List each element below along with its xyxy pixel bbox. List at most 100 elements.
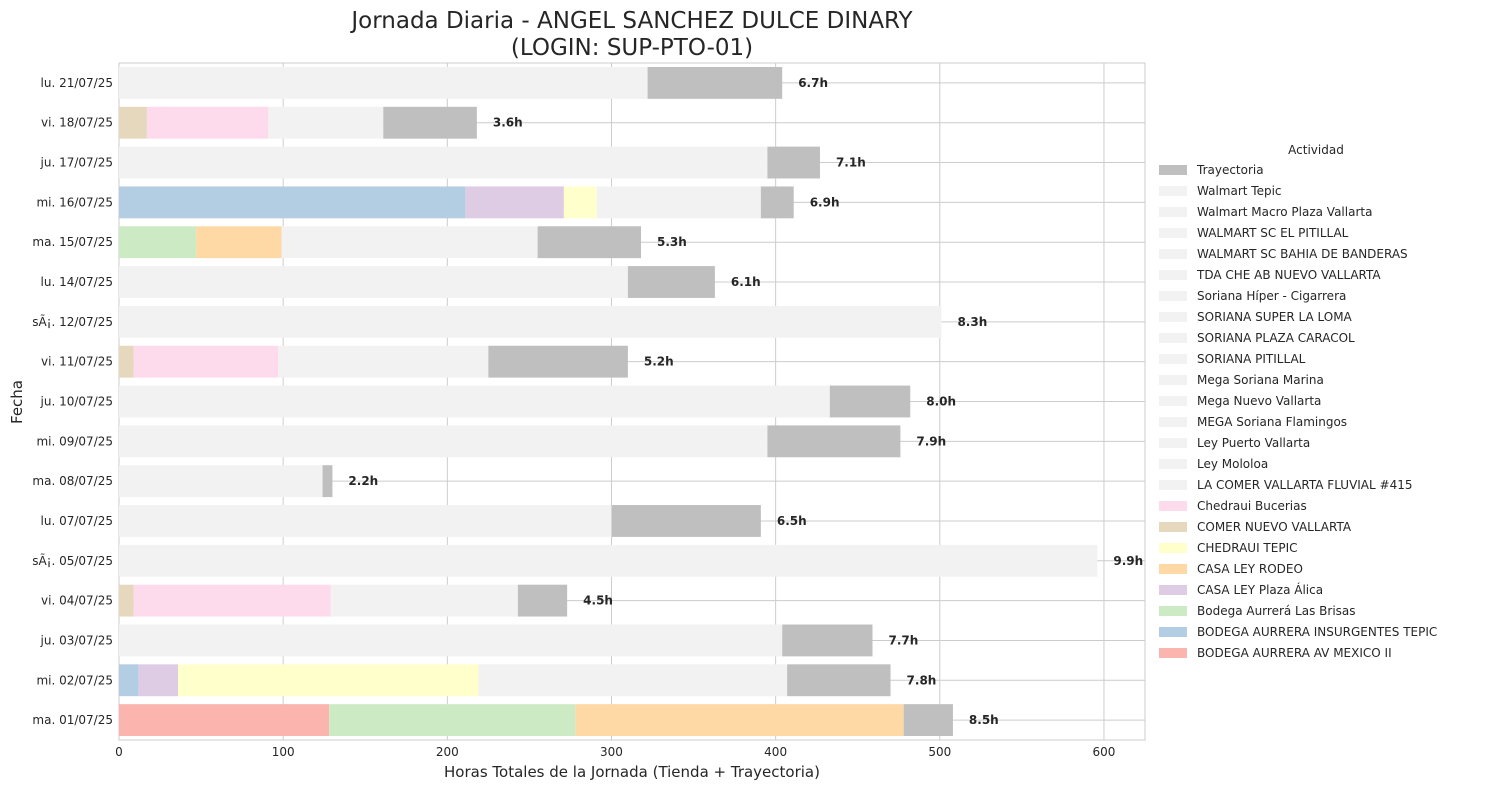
bar-segment xyxy=(903,704,953,737)
legend-label: SORIANA PITILLAL xyxy=(1197,352,1306,366)
x-tick-label: 500 xyxy=(928,745,951,759)
bar-total-label: 3.6h xyxy=(493,116,523,130)
bar-segment xyxy=(278,345,489,378)
bar-segment xyxy=(119,226,197,259)
bar-segment xyxy=(611,505,761,537)
legend-label: LA COMER VALLARTA FLUVIAL #415 xyxy=(1197,478,1412,492)
y-tick-label: ju. 03/07/25 xyxy=(40,633,113,647)
bar-segment xyxy=(119,465,323,498)
bar-total-label: 9.9h xyxy=(1113,554,1143,568)
bar-segment xyxy=(322,465,333,498)
bar-segment xyxy=(119,425,768,458)
legend-label: COMER NUEVO VALLARTA xyxy=(1197,520,1352,534)
bar-segment xyxy=(563,186,597,219)
bar-segment xyxy=(829,385,911,418)
legend-label: Mega Soriana Marina xyxy=(1197,373,1324,387)
legend-label: CASA LEY RODEO xyxy=(1197,562,1303,576)
legend-swatch xyxy=(1159,543,1187,553)
bars-layer xyxy=(119,66,1098,737)
bar-segment xyxy=(133,345,279,378)
legend-swatch xyxy=(1159,480,1187,490)
bar-segment xyxy=(196,226,282,259)
legend-swatch xyxy=(1159,438,1187,448)
chart-title-line-2: (LOGIN: SUP-PTO-01) xyxy=(511,35,753,61)
y-tick-label: sÃ¡. 05/07/25 xyxy=(32,553,113,568)
legend-swatch xyxy=(1159,417,1187,427)
bar-total-label: 4.5h xyxy=(583,594,613,608)
legend-swatch xyxy=(1159,585,1187,595)
y-axis-label: Fecha xyxy=(8,380,26,424)
bar-total-label: 7.7h xyxy=(888,633,918,647)
legend-label: WALMART SC EL PITILLAL xyxy=(1197,226,1349,240)
bar-segment xyxy=(268,106,384,139)
bar-total-label: 8.3h xyxy=(957,315,987,329)
bar-total-label: 6.5h xyxy=(777,514,807,528)
bar-segment xyxy=(517,584,568,617)
bar-total-label: 6.9h xyxy=(810,195,840,209)
legend-label: BODEGA AURRERA INSURGENTES TEPIC xyxy=(1197,625,1437,639)
legend-swatch xyxy=(1159,375,1187,385)
bar-segment xyxy=(138,664,179,697)
bar-segment xyxy=(119,266,628,298)
bar-segment xyxy=(465,186,564,219)
bar-segment xyxy=(767,425,901,458)
bar-segment xyxy=(787,664,891,697)
y-tick-label: vi. 18/07/25 xyxy=(41,116,113,130)
bar-segment xyxy=(488,345,628,378)
y-tick-label: mi. 09/07/25 xyxy=(36,434,113,448)
y-tick-label: vi. 11/07/25 xyxy=(41,355,113,369)
legend-swatch xyxy=(1159,207,1187,217)
legend-swatch xyxy=(1159,606,1187,616)
y-tick-label: ju. 10/07/25 xyxy=(40,395,113,409)
legend-label: Bodega Aurrerá Las Brisas xyxy=(1197,604,1356,618)
bar-segment xyxy=(133,584,331,617)
bar-total-label: 5.3h xyxy=(657,235,687,249)
legend-swatch xyxy=(1159,228,1187,238)
legend-title: Actividad xyxy=(1288,143,1344,157)
y-tick-label: vi. 04/07/25 xyxy=(41,594,113,608)
bar-segment xyxy=(119,66,648,99)
y-tick-label: lu. 14/07/25 xyxy=(41,275,113,289)
legend-swatch xyxy=(1159,459,1187,469)
bar-segment xyxy=(119,584,134,617)
bar-segment xyxy=(537,226,642,259)
bar-total-label: 8.0h xyxy=(926,395,956,409)
legend: Trayectoria Walmart Tepic Walmart Macro Pl… xyxy=(1159,163,1437,660)
bar-total-label: 7.1h xyxy=(836,156,866,170)
bar-total-label: 5.2h xyxy=(644,355,674,369)
legend-swatch xyxy=(1159,165,1187,175)
bar-total-label: 8.5h xyxy=(969,713,999,727)
legend-label: MEGA Soriana Flamingos xyxy=(1197,415,1347,429)
bar-total-label: 7.8h xyxy=(907,673,937,687)
y-tick-label: ma. 01/07/25 xyxy=(32,713,113,727)
x-tick-label: 200 xyxy=(436,745,459,759)
y-tick-label: ju. 17/07/25 xyxy=(40,156,113,170)
legend-swatch xyxy=(1159,186,1187,196)
bar-total-label: 6.7h xyxy=(798,76,828,90)
bar-segment xyxy=(178,664,479,697)
x-tick-label: 0 xyxy=(115,745,123,759)
chart-title-line-1: Jornada Diaria - ANGEL SANCHEZ DULCE DIN… xyxy=(349,8,913,34)
legend-swatch xyxy=(1159,270,1187,280)
y-tick-label: sÃ¡. 12/07/25 xyxy=(32,314,113,329)
legend-label: TDA CHE AB NUEVO VALLARTA xyxy=(1196,268,1381,282)
legend-label: Soriana Híper - Cigarrera xyxy=(1197,289,1346,303)
bar-segment xyxy=(782,624,873,657)
x-tick-label: 600 xyxy=(1093,745,1116,759)
y-tick-label: ma. 15/07/25 xyxy=(32,235,113,249)
x-tick-label: 400 xyxy=(764,745,787,759)
legend-swatch xyxy=(1159,354,1187,364)
bar-segment xyxy=(119,345,134,378)
bar-segment xyxy=(119,704,330,737)
bar-segment xyxy=(596,186,761,219)
bar-segment xyxy=(627,266,715,298)
legend-label: Walmart Macro Plaza Vallarta xyxy=(1197,205,1372,219)
bar-segment xyxy=(119,544,1098,577)
bar-segment xyxy=(119,186,466,219)
legend-swatch xyxy=(1159,396,1187,406)
x-axis-label: Horas Totales de la Jornada (Tienda + Tr… xyxy=(444,763,820,781)
y-tick-label: mi. 02/07/25 xyxy=(36,673,113,687)
bar-segment xyxy=(330,584,518,617)
